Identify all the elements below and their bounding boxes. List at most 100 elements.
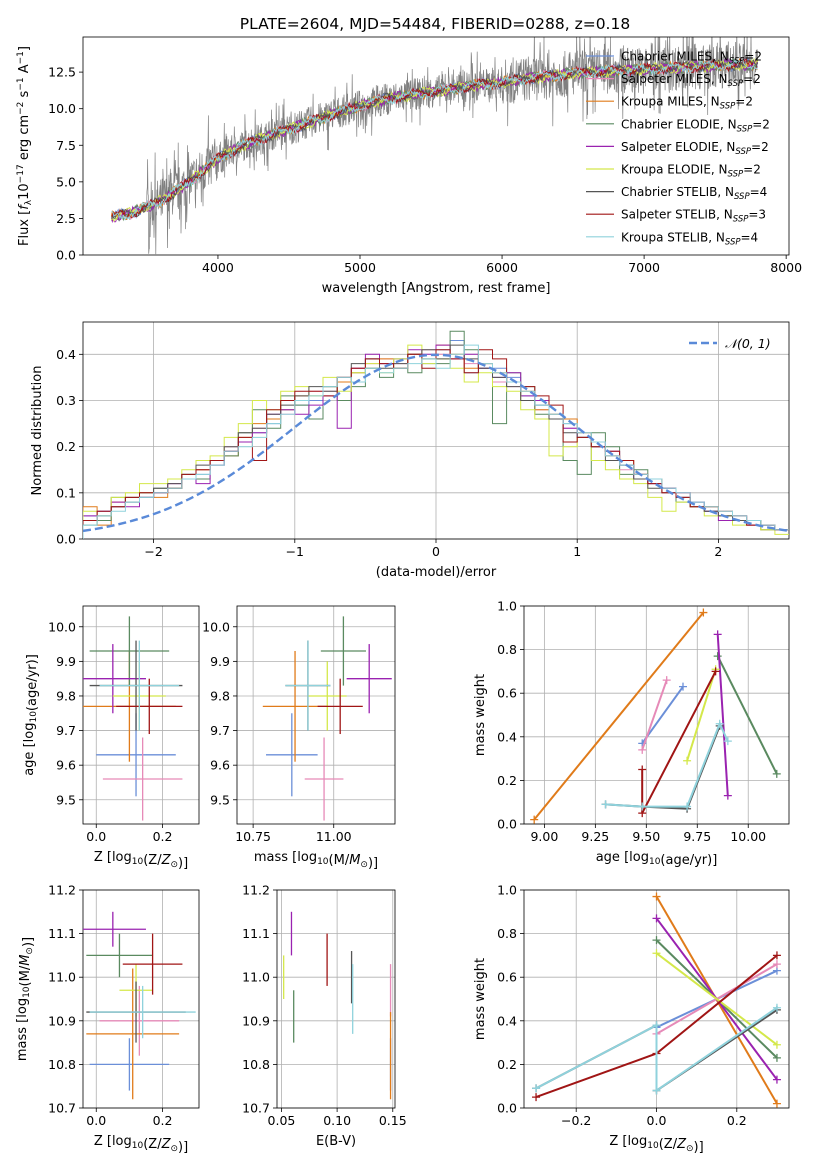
- y-tick-label: 0.3: [56, 393, 76, 408]
- y-tick-label: 10.8: [48, 1057, 76, 1072]
- plus-marker: [679, 682, 687, 691]
- x-tick-label: 0.0: [647, 1113, 667, 1128]
- x-tick-label: 9.00: [530, 829, 558, 844]
- plus-marker: [652, 914, 661, 923]
- legend-label: Kroupa ELODIE, NSSP=2: [621, 163, 761, 180]
- legend-label: Chabrier MILES, NSSP=2: [621, 50, 762, 67]
- y-tick-label: 9.7: [56, 723, 76, 738]
- plus-marker: [715, 719, 724, 728]
- y-tick-label: 0.0: [497, 817, 517, 832]
- axes-frame: [82, 889, 200, 1109]
- y-tick-label: 1.0: [497, 599, 517, 614]
- mass-vs-EBV-panel: 0.05 0.10 0.15 10.7 10.8 10.9 11.0 11.1 11.2 E(B-…: [242, 883, 407, 1150]
- model-spectrum-line: [111, 59, 758, 219]
- y-tick-label: 10.0: [202, 619, 230, 634]
- spectrum-lines: [110, 37, 759, 255]
- y-axis-label: Normed distribution: [30, 366, 45, 496]
- x-tick-label: 5000: [344, 260, 376, 275]
- histogram-group: [83, 330, 789, 539]
- spectrum-panel: 4000 5000 6000 7000 8000 0.0 2.5 5.0 7.5 10.0 12.5…: [16, 36, 802, 296]
- series-line: [686, 668, 717, 762]
- x-axis-label: mass [log10(M/M⊙)]: [254, 850, 378, 871]
- x-tick-label: 8000: [770, 260, 802, 275]
- y-tick-label: 0.2: [497, 773, 517, 788]
- x-axis-label: Z [log10(Z/Z⊙)]: [94, 1134, 188, 1155]
- plus-marker: [723, 791, 732, 800]
- legend-label: Chabrier ELODIE, NSSP=2: [621, 117, 770, 134]
- y-tick-label: 11.0: [48, 970, 76, 985]
- plus-marker: [652, 936, 661, 945]
- age-vs-Z-panel: 0.0 0.2 9.5 9.6 9.7 9.8 9.9 10.0 Z [log10(Z/Z⊙)]…: [22, 605, 200, 871]
- spectrum-legend: Chabrier MILES, NSSP=2 Salpeter MILES, NS…: [586, 50, 770, 247]
- axes-frame: [82, 36, 790, 256]
- plus-marker: [638, 765, 647, 774]
- y-tick-label: 0.8: [497, 642, 517, 657]
- plus-marker: [601, 800, 610, 809]
- y-tick-label: 9.9: [56, 654, 76, 669]
- legend-label: Salpeter MILES, NSSP=2: [621, 72, 761, 89]
- y-tick-label: 9.5: [210, 792, 230, 807]
- axes-frame: [523, 889, 790, 1109]
- y-tick-label: 0.4: [497, 729, 517, 744]
- y-tick-label: 9.5: [56, 792, 76, 807]
- plus-marker: [699, 608, 708, 617]
- plus-marker: [638, 745, 647, 754]
- series-line: [716, 655, 778, 775]
- x-tick-label: 10.75: [235, 829, 271, 844]
- x-tick-label: 6000: [486, 260, 518, 275]
- y-tick-label: 2.5: [56, 211, 76, 226]
- y-tick-label: 5.0: [56, 174, 76, 189]
- x-axis-label: wavelength [Angstrom, rest frame]: [322, 281, 551, 296]
- plus-marker: [772, 1040, 781, 1049]
- model-spectrum-line: [111, 58, 758, 222]
- y-tick-label: 10.8: [242, 1057, 270, 1072]
- plus-marker: [530, 815, 539, 824]
- y-tick-label: 0.1: [56, 485, 76, 500]
- x-tick-label: 7000: [628, 260, 660, 275]
- plus-marker: [713, 652, 722, 661]
- series-line: [533, 611, 705, 821]
- x-tick-label: −2: [144, 544, 162, 559]
- axes-frame: [82, 605, 200, 825]
- plus-marker: [772, 1003, 781, 1012]
- y-tick-label: 0.4: [497, 1013, 517, 1028]
- normal-curve-line: [83, 353, 789, 533]
- plus-marker: [683, 756, 692, 765]
- y-tick-label: 12.5: [48, 65, 76, 80]
- series-line: [655, 952, 778, 1046]
- plus-marker: [652, 1021, 661, 1030]
- legend-label: Kroupa MILES, NSSP=2: [621, 95, 753, 112]
- x-tick-label: 0.0: [86, 829, 106, 844]
- massweight-vs-age-panel: 9.00 9.25 9.50 9.75 10.00 0.0 0.2 0.4 0.6 0.8 1.0 a…: [473, 599, 790, 868]
- age-vs-mass-panel: 10.75 11.00 9.5 9.6 9.7 9.8 9.9 10.0 mass [log10…: [202, 605, 396, 871]
- x-axis-label: Z [log10(Z/Z⊙)]: [94, 850, 188, 871]
- legend-label: Kroupa STELIB, NSSP=4: [621, 230, 758, 247]
- y-tick-label: 11.0: [242, 970, 270, 985]
- plus-marker: [638, 802, 647, 811]
- y-tick-label: 10.7: [48, 1101, 76, 1116]
- x-tick-label: 0.05: [268, 1113, 296, 1128]
- x-tick-label: 0.0: [86, 1113, 106, 1128]
- y-tick-label: 0.0: [56, 532, 76, 547]
- x-tick-label: −1: [286, 544, 304, 559]
- legend-label: Salpeter ELODIE, NSSP=2: [621, 140, 769, 157]
- x-tick-label: 2: [714, 544, 722, 559]
- plus-marker: [532, 1084, 541, 1093]
- y-tick-label: 10.7: [242, 1101, 270, 1116]
- plus-marker: [652, 892, 661, 901]
- y-axis-label: mass [log10(M/M⊙)]: [15, 937, 36, 1061]
- histogram-step: [83, 344, 789, 539]
- x-tick-label: 11.00: [316, 829, 352, 844]
- y-tick-label: 7.5: [56, 138, 76, 153]
- plus-marker: [532, 1093, 541, 1102]
- y-axis-label: mass weight: [473, 674, 488, 756]
- plus-marker: [652, 949, 661, 958]
- x-tick-label: −0.2: [561, 1113, 591, 1128]
- plus-marker: [772, 1075, 781, 1084]
- plus-marker: [772, 1099, 781, 1108]
- plus-marker: [683, 802, 692, 811]
- errorbar-group: [83, 911, 196, 1100]
- plus-marker: [772, 769, 781, 778]
- y-tick-label: 10.9: [242, 1013, 270, 1028]
- y-tick-label: 9.6: [56, 758, 76, 773]
